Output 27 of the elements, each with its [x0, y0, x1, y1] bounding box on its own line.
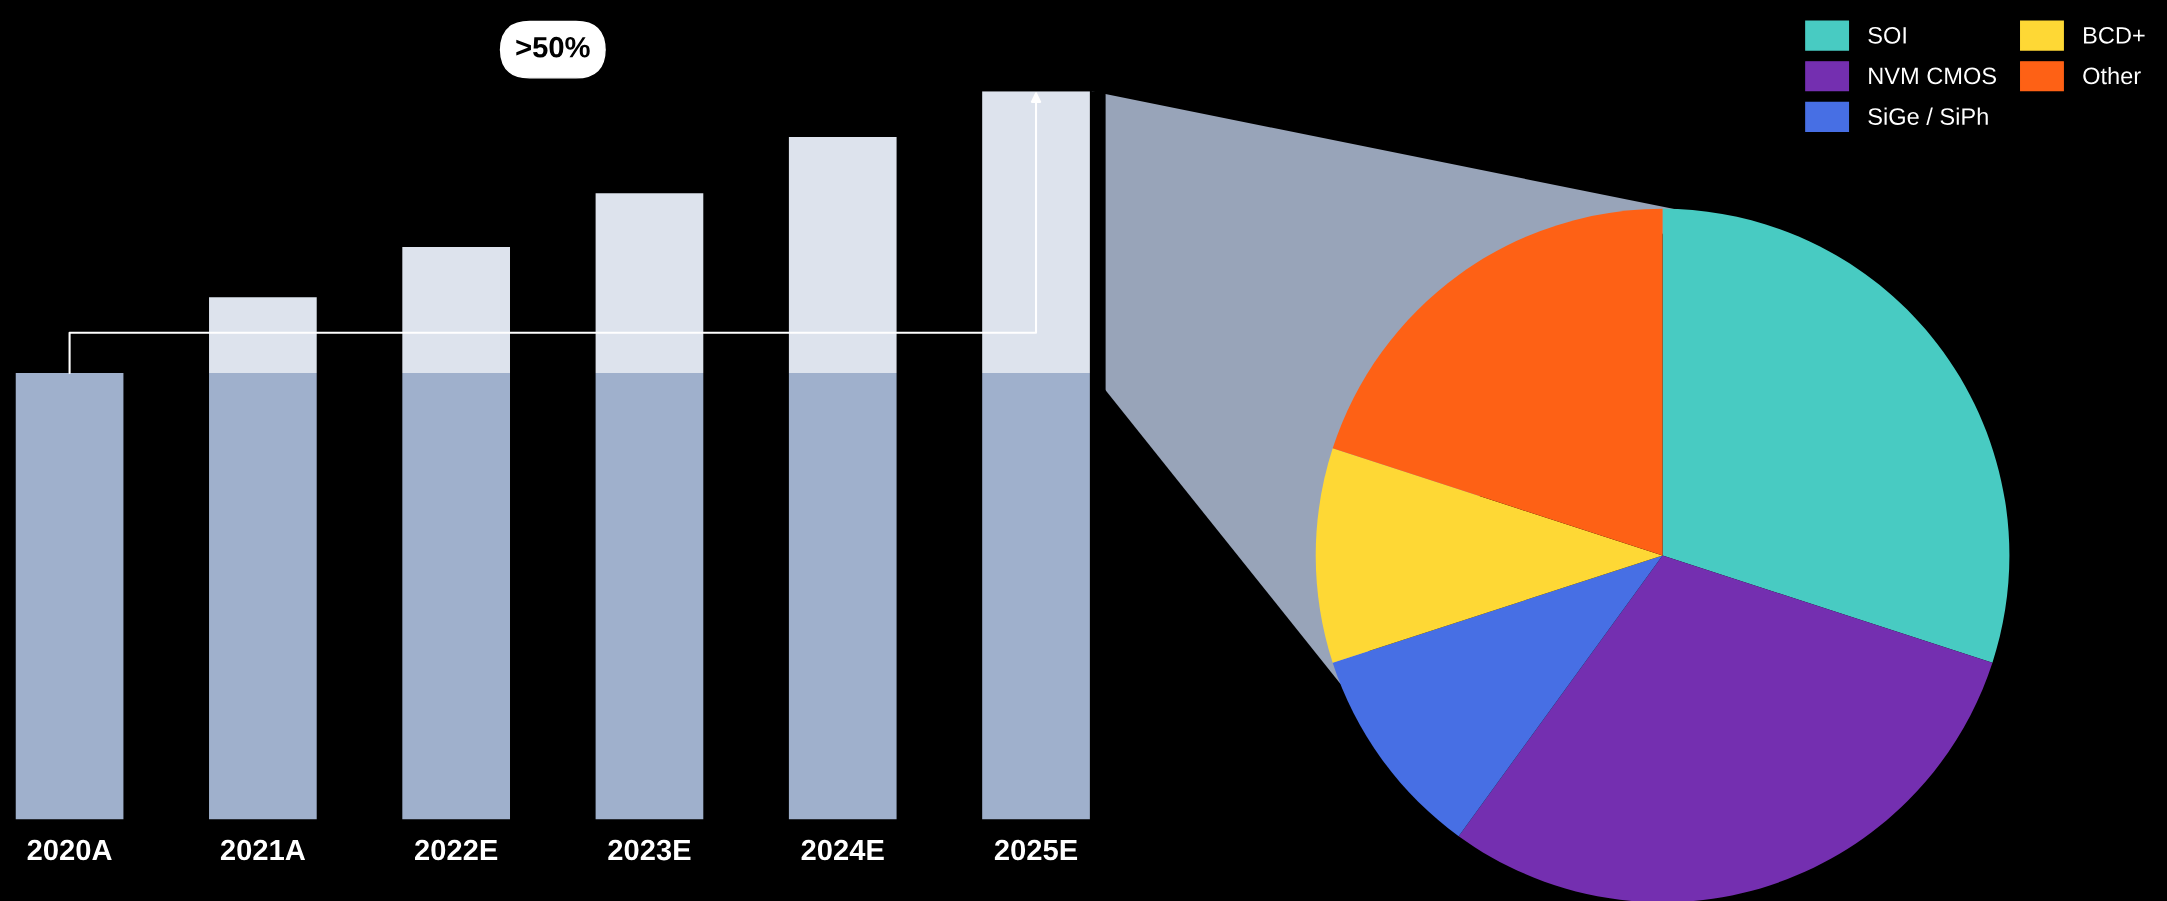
bar: [595, 373, 704, 820]
bar: [788, 373, 897, 820]
legend-label: Other: [2083, 66, 2141, 85]
bar: [788, 137, 897, 374]
bar: [595, 193, 704, 374]
x-tick-label: 2021A: [220, 839, 306, 861]
pie-slice: [1332, 555, 1663, 837]
legend-label: NVM CMOS: [1869, 67, 1997, 85]
x-tick-label: 2023E: [608, 839, 691, 861]
bar: [209, 297, 317, 374]
legend-label: SiGe / SiPh: [1868, 107, 1988, 125]
legend-label: SOI: [1868, 26, 1906, 44]
bar: [15, 373, 124, 820]
bar: [402, 373, 511, 820]
pie-slice: [1662, 208, 2010, 663]
bar: [982, 373, 1090, 820]
x-tick-label: 2022E: [415, 839, 498, 861]
pie-slice: [1315, 448, 1663, 663]
legend-label: BCD+: [2084, 26, 2145, 44]
bar: [402, 247, 511, 374]
text: >50%: [516, 36, 590, 58]
pie-slice: [1332, 208, 1663, 556]
pie-slice: [1458, 555, 1993, 901]
bar: [209, 373, 317, 820]
x-tick-label: 2020A: [27, 839, 112, 861]
x-tick-label: 2025E: [994, 839, 1078, 861]
x-tick-label: 2024E: [801, 839, 884, 861]
